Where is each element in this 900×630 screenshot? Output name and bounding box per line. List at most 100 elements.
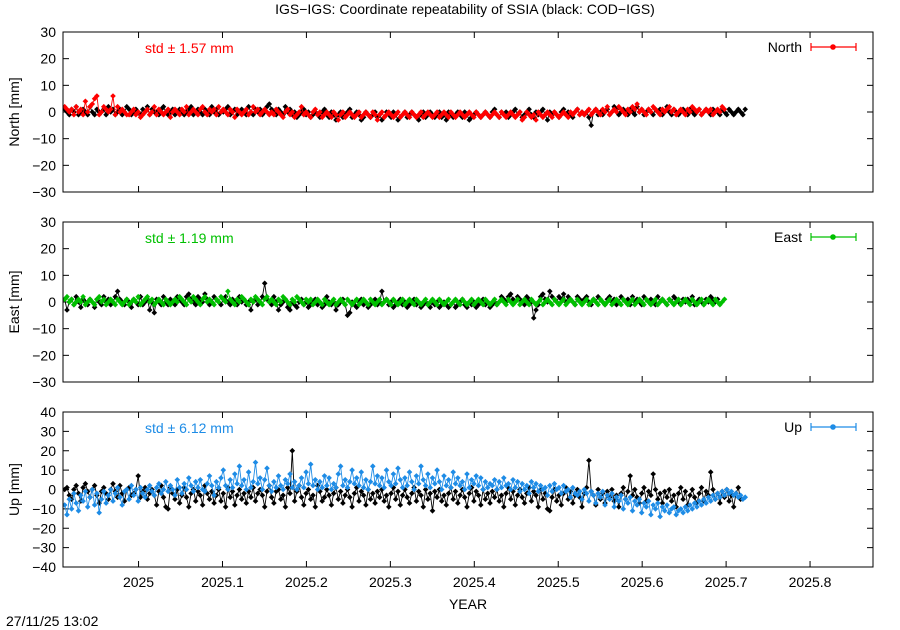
data-point — [661, 508, 668, 514]
data-point — [218, 475, 224, 481]
data-point — [206, 301, 213, 308]
data-point — [75, 296, 82, 303]
data-point — [353, 484, 360, 491]
data-point — [443, 502, 450, 508]
data-point — [533, 307, 539, 313]
data-point — [710, 486, 716, 493]
data-point — [717, 500, 723, 506]
data-point — [337, 488, 344, 495]
data-point — [558, 502, 565, 508]
data-point — [241, 477, 247, 483]
data-point — [335, 117, 342, 123]
y-tick-label: −10 — [32, 321, 56, 337]
data-point — [255, 106, 261, 113]
data-point — [335, 496, 342, 502]
data-point — [176, 484, 183, 491]
data-point — [351, 299, 358, 305]
data-point — [473, 488, 479, 495]
data-point — [556, 301, 562, 308]
data-point — [386, 478, 392, 485]
data-point — [602, 502, 608, 508]
data-point — [547, 288, 553, 295]
data-point — [87, 494, 93, 501]
data-point — [107, 106, 114, 113]
data-point — [574, 106, 581, 113]
data-point — [625, 500, 631, 506]
data-point — [310, 301, 316, 308]
data-point — [363, 109, 369, 115]
data-point — [197, 106, 204, 113]
y-tick-label: 0 — [48, 482, 56, 498]
data-point — [238, 496, 245, 502]
data-point — [519, 494, 525, 501]
data-point — [468, 477, 475, 483]
data-point — [358, 469, 365, 475]
data-point — [574, 492, 581, 499]
data-point — [390, 114, 397, 121]
data-point — [409, 109, 415, 115]
data-point — [287, 471, 293, 477]
data-point — [358, 299, 365, 305]
y-tick-label: −30 — [32, 540, 56, 556]
data-point — [549, 114, 555, 121]
data-point — [229, 109, 236, 115]
data-point — [96, 509, 102, 516]
data-point — [537, 482, 544, 489]
data-point — [471, 498, 477, 504]
data-point — [689, 506, 696, 512]
data-point — [289, 296, 296, 303]
data-point — [89, 101, 96, 107]
data-point — [174, 109, 181, 115]
data-point — [209, 109, 215, 115]
data-point — [390, 296, 397, 303]
data-point — [521, 301, 528, 308]
data-point — [232, 471, 238, 477]
data-point — [349, 467, 355, 473]
data-point — [312, 477, 319, 483]
data-point — [234, 480, 240, 487]
data-point — [360, 301, 367, 308]
data-point — [666, 103, 673, 110]
data-point — [698, 111, 705, 118]
data-point — [544, 117, 551, 123]
data-point — [66, 496, 73, 502]
data-point — [326, 475, 332, 481]
data-point — [510, 477, 516, 483]
y-tick-label: 10 — [40, 462, 56, 478]
data-point — [298, 475, 305, 481]
data-point — [524, 482, 530, 489]
data-point — [140, 299, 146, 305]
data-point — [625, 488, 631, 495]
data-point — [450, 496, 456, 502]
data-point — [404, 494, 410, 501]
data-point — [68, 296, 75, 303]
data-point — [312, 106, 319, 113]
data-point — [101, 488, 107, 495]
data-point — [501, 475, 507, 481]
data-point — [682, 111, 689, 118]
data-point — [445, 296, 452, 303]
data-point — [501, 299, 507, 305]
data-point — [420, 114, 427, 121]
data-point — [632, 111, 638, 118]
data-point — [544, 296, 551, 303]
data-point — [243, 106, 250, 113]
data-point — [179, 106, 185, 113]
x-tick-label: 2025.1 — [201, 574, 244, 590]
data-point — [464, 301, 470, 308]
footer-timestamp: 27/11/25 13:02 — [6, 613, 99, 629]
data-point — [510, 296, 516, 303]
data-point — [314, 482, 321, 489]
data-point — [533, 301, 539, 308]
data-point — [183, 103, 190, 110]
y-tick-label: 30 — [40, 214, 56, 230]
data-point — [528, 498, 535, 504]
data-point — [655, 496, 661, 502]
data-point — [192, 478, 199, 485]
data-point — [399, 296, 406, 303]
data-point — [266, 111, 273, 118]
data-point — [652, 296, 659, 303]
data-point — [450, 469, 456, 475]
data-point — [682, 504, 689, 510]
data-point — [330, 490, 337, 497]
